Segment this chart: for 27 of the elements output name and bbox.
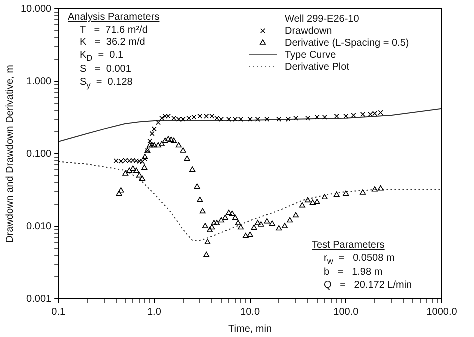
legend-title: Well 299-E26-10 (285, 14, 360, 25)
legend-label: Drawdown (285, 26, 332, 37)
annotation: K = 36.2 m/d (79, 37, 146, 50)
annotation: S$_{y}$ = 0.128 (79, 76, 134, 91)
y-tick-label: 10.000 (20, 4, 52, 15)
legend-label: Derivative Plot (285, 62, 350, 73)
annotation: r$_{w}$ = 0.0508 m (323, 252, 396, 267)
annotation: K$_{D}$ = 0.1 (79, 50, 125, 64)
annotation: Analysis Parameters (68, 12, 160, 24)
y-tick-label: 0.100 (26, 148, 52, 160)
x-tick-label: 0.1 (52, 306, 66, 318)
y-axis-title: Drawdown and Drawdown Derivative, m (4, 65, 16, 243)
x-tick-label: 1000.0 (426, 306, 458, 318)
x-axis-title: Time, min (228, 324, 272, 335)
annotation: Test Parameters (312, 240, 386, 252)
y-tick-label: 1.000 (26, 76, 52, 88)
annotation: b = 1.98 m (323, 267, 384, 280)
y-tick-label: 0.001 (26, 294, 52, 305)
x-tick-label: 1.0 (147, 306, 162, 318)
annotation: S = 0.001 (79, 64, 132, 76)
annotation: Q = 20.172 L/min (323, 280, 412, 292)
annotation: T = 71.6 m²/d (79, 24, 149, 37)
y-tick-label: 0.010 (26, 221, 52, 232)
legend-label: Derivative (L-Spacing = 0.5) (285, 38, 410, 49)
x-tick-label: 10.0 (240, 306, 260, 318)
legend-label: Type Curve (285, 50, 337, 61)
x-tick-label: 100.0 (334, 306, 360, 318)
